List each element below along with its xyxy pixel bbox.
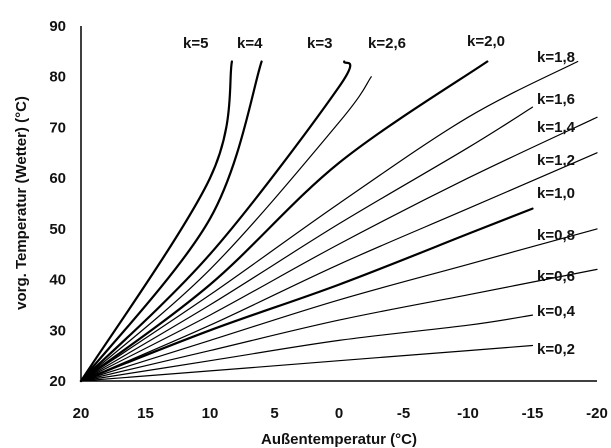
curve-k-1-6: [80, 106, 534, 382]
y-tick-labels: 20 30 40 50 60 70 80 90: [49, 18, 66, 390]
curve-label: k=0,2: [537, 341, 575, 358]
x-tick-label: -15: [522, 405, 544, 422]
y-tick-label: 50: [49, 221, 66, 238]
curve-k-0-6: [80, 268, 598, 382]
x-tick-label: 10: [202, 405, 219, 422]
curve-label: k=1,4: [537, 119, 576, 136]
curve-k-1-2: [80, 152, 598, 382]
y-tick-label: 70: [49, 119, 66, 136]
curve-label: k=1,6: [537, 91, 575, 108]
curve-k-4: [79, 60, 263, 383]
y-tick-label: 30: [49, 322, 66, 339]
x-axis-title: Außentemperatur (°C): [261, 431, 417, 448]
x-tick-label: 0: [335, 405, 343, 422]
curve-k-0-8: [80, 228, 598, 382]
curve-label: k=0,8: [537, 227, 575, 244]
curve-k-3: [79, 60, 352, 383]
curve-k-1-0: [79, 207, 534, 383]
curve-label: k=3: [307, 35, 332, 52]
curve-label: k=0,6: [537, 268, 575, 285]
curve-label: k=4: [237, 35, 263, 52]
curve-k-1-4: [80, 116, 598, 382]
curve-k-1-8: [80, 60, 579, 382]
curve-label: k=1,2: [537, 152, 575, 169]
curve-k-2-6: [80, 76, 372, 382]
x-tick-label: -5: [397, 405, 410, 422]
curve-label: k=1,0: [537, 185, 575, 202]
y-tick-label: 40: [49, 272, 66, 289]
curve-labels: k=5 k=4 k=3 k=2,6 k=2,0 k=1,8 k=1,6 k=1,4 k=1,2 k…: [183, 33, 576, 358]
curve-label: k=5: [183, 35, 208, 52]
curve-k-0-4: [80, 314, 534, 382]
y-tick-label: 20: [49, 373, 66, 390]
curve-label: k=1,8: [537, 49, 575, 66]
x-tick-labels: 20 15 10 5 0 -5 -10 -15 -20: [73, 405, 608, 422]
x-tick-label: 5: [270, 405, 278, 422]
axes: [80, 26, 597, 382]
curve-k-2-0: [79, 60, 489, 383]
plot-lines: [79, 60, 598, 383]
curve-label: k=0,4: [537, 303, 576, 320]
curve-label: k=2,6: [368, 35, 406, 52]
curve-label: k=2,0: [467, 33, 505, 50]
x-tick-label: 15: [137, 405, 154, 422]
curve-k-0-2: [80, 344, 534, 382]
y-tick-label: 90: [49, 18, 66, 35]
curve-k-5: [79, 60, 233, 383]
y-tick-label: 60: [49, 170, 66, 187]
x-tick-label: -10: [457, 405, 479, 422]
y-tick-label: 80: [49, 69, 66, 86]
y-axis-title: vorg. Temperatur (Wetter) (°C): [13, 96, 30, 310]
x-tick-label: -20: [586, 405, 608, 422]
x-tick-label: 20: [73, 405, 90, 422]
